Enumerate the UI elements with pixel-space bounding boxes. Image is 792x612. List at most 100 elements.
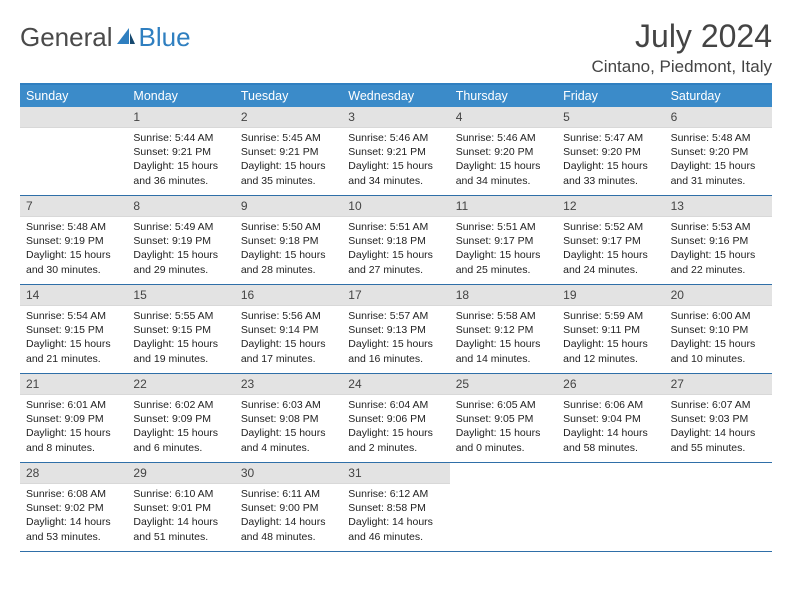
day-cell — [665, 463, 772, 551]
day-detail: Sunrise: 6:03 AMSunset: 9:08 PMDaylight:… — [235, 395, 342, 460]
day-detail: Sunrise: 5:48 AMSunset: 9:19 PMDaylight:… — [20, 217, 127, 282]
day-number: 5 — [557, 107, 664, 128]
day-cell — [557, 463, 664, 551]
day-cell: 8Sunrise: 5:49 AMSunset: 9:19 PMDaylight… — [127, 196, 234, 284]
day-detail: Sunrise: 6:00 AMSunset: 9:10 PMDaylight:… — [665, 306, 772, 371]
day-cell: 4Sunrise: 5:46 AMSunset: 9:20 PMDaylight… — [450, 107, 557, 195]
day-cell: 13Sunrise: 5:53 AMSunset: 9:16 PMDayligh… — [665, 196, 772, 284]
day-number: 20 — [665, 285, 772, 306]
week-row: 28Sunrise: 6:08 AMSunset: 9:02 PMDayligh… — [20, 463, 772, 552]
month-title: July 2024 — [592, 18, 772, 55]
day-cell: 24Sunrise: 6:04 AMSunset: 9:06 PMDayligh… — [342, 374, 449, 462]
day-number: 27 — [665, 374, 772, 395]
day-number: 28 — [20, 463, 127, 484]
day-number-empty — [665, 463, 772, 483]
weeks-container: 1Sunrise: 5:44 AMSunset: 9:21 PMDaylight… — [20, 107, 772, 552]
day-of-week-row: SundayMondayTuesdayWednesdayThursdayFrid… — [20, 85, 772, 107]
day-detail: Sunrise: 5:55 AMSunset: 9:15 PMDaylight:… — [127, 306, 234, 371]
day-cell: 11Sunrise: 5:51 AMSunset: 9:17 PMDayligh… — [450, 196, 557, 284]
day-detail: Sunrise: 5:57 AMSunset: 9:13 PMDaylight:… — [342, 306, 449, 371]
day-detail: Sunrise: 6:02 AMSunset: 9:09 PMDaylight:… — [127, 395, 234, 460]
calendar: SundayMondayTuesdayWednesdayThursdayFrid… — [20, 83, 772, 552]
day-detail: Sunrise: 6:07 AMSunset: 9:03 PMDaylight:… — [665, 395, 772, 460]
week-row: 14Sunrise: 5:54 AMSunset: 9:15 PMDayligh… — [20, 285, 772, 374]
day-cell: 29Sunrise: 6:10 AMSunset: 9:01 PMDayligh… — [127, 463, 234, 551]
day-number: 6 — [665, 107, 772, 128]
day-cell: 5Sunrise: 5:47 AMSunset: 9:20 PMDaylight… — [557, 107, 664, 195]
day-detail: Sunrise: 5:52 AMSunset: 9:17 PMDaylight:… — [557, 217, 664, 282]
day-number: 18 — [450, 285, 557, 306]
day-of-week-header: Friday — [557, 85, 664, 107]
day-detail: Sunrise: 5:59 AMSunset: 9:11 PMDaylight:… — [557, 306, 664, 371]
day-number-empty — [20, 107, 127, 128]
day-of-week-header: Monday — [127, 85, 234, 107]
day-number: 7 — [20, 196, 127, 217]
day-detail: Sunrise: 5:48 AMSunset: 9:20 PMDaylight:… — [665, 128, 772, 193]
day-cell: 26Sunrise: 6:06 AMSunset: 9:04 PMDayligh… — [557, 374, 664, 462]
brand-part2: Blue — [139, 22, 191, 53]
location: Cintano, Piedmont, Italy — [592, 57, 772, 77]
day-cell: 23Sunrise: 6:03 AMSunset: 9:08 PMDayligh… — [235, 374, 342, 462]
day-number: 16 — [235, 285, 342, 306]
day-cell: 20Sunrise: 6:00 AMSunset: 9:10 PMDayligh… — [665, 285, 772, 373]
day-cell: 28Sunrise: 6:08 AMSunset: 9:02 PMDayligh… — [20, 463, 127, 551]
day-number: 3 — [342, 107, 449, 128]
day-number: 29 — [127, 463, 234, 484]
day-number: 14 — [20, 285, 127, 306]
day-detail: Sunrise: 5:44 AMSunset: 9:21 PMDaylight:… — [127, 128, 234, 193]
brand-part1: General — [20, 22, 113, 53]
day-number: 21 — [20, 374, 127, 395]
header: General Blue July 2024 Cintano, Piedmont… — [20, 18, 772, 77]
day-cell — [450, 463, 557, 551]
day-detail: Sunrise: 6:06 AMSunset: 9:04 PMDaylight:… — [557, 395, 664, 460]
day-detail: Sunrise: 5:56 AMSunset: 9:14 PMDaylight:… — [235, 306, 342, 371]
day-detail: Sunrise: 5:49 AMSunset: 9:19 PMDaylight:… — [127, 217, 234, 282]
day-number: 8 — [127, 196, 234, 217]
day-cell: 3Sunrise: 5:46 AMSunset: 9:21 PMDaylight… — [342, 107, 449, 195]
day-detail: Sunrise: 6:01 AMSunset: 9:09 PMDaylight:… — [20, 395, 127, 460]
day-cell: 7Sunrise: 5:48 AMSunset: 9:19 PMDaylight… — [20, 196, 127, 284]
day-cell: 14Sunrise: 5:54 AMSunset: 9:15 PMDayligh… — [20, 285, 127, 373]
day-of-week-header: Thursday — [450, 85, 557, 107]
day-number: 4 — [450, 107, 557, 128]
day-number-empty — [450, 463, 557, 483]
day-number: 12 — [557, 196, 664, 217]
day-cell: 18Sunrise: 5:58 AMSunset: 9:12 PMDayligh… — [450, 285, 557, 373]
day-number: 22 — [127, 374, 234, 395]
day-detail: Sunrise: 6:12 AMSunset: 8:58 PMDaylight:… — [342, 484, 449, 549]
day-detail: Sunrise: 6:11 AMSunset: 9:00 PMDaylight:… — [235, 484, 342, 549]
day-cell: 12Sunrise: 5:52 AMSunset: 9:17 PMDayligh… — [557, 196, 664, 284]
week-row: 7Sunrise: 5:48 AMSunset: 9:19 PMDaylight… — [20, 196, 772, 285]
day-detail: Sunrise: 6:10 AMSunset: 9:01 PMDaylight:… — [127, 484, 234, 549]
day-number: 30 — [235, 463, 342, 484]
day-cell: 17Sunrise: 5:57 AMSunset: 9:13 PMDayligh… — [342, 285, 449, 373]
day-number: 23 — [235, 374, 342, 395]
day-detail: Sunrise: 5:51 AMSunset: 9:17 PMDaylight:… — [450, 217, 557, 282]
day-cell: 27Sunrise: 6:07 AMSunset: 9:03 PMDayligh… — [665, 374, 772, 462]
day-cell: 22Sunrise: 6:02 AMSunset: 9:09 PMDayligh… — [127, 374, 234, 462]
brand-logo: General Blue — [20, 18, 191, 53]
day-detail: Sunrise: 5:46 AMSunset: 9:21 PMDaylight:… — [342, 128, 449, 193]
day-number: 24 — [342, 374, 449, 395]
day-of-week-header: Tuesday — [235, 85, 342, 107]
day-detail: Sunrise: 6:08 AMSunset: 9:02 PMDaylight:… — [20, 484, 127, 549]
day-cell: 19Sunrise: 5:59 AMSunset: 9:11 PMDayligh… — [557, 285, 664, 373]
day-number: 15 — [127, 285, 234, 306]
day-cell: 21Sunrise: 6:01 AMSunset: 9:09 PMDayligh… — [20, 374, 127, 462]
day-number: 31 — [342, 463, 449, 484]
day-number: 17 — [342, 285, 449, 306]
day-cell: 2Sunrise: 5:45 AMSunset: 9:21 PMDaylight… — [235, 107, 342, 195]
day-detail: Sunrise: 5:54 AMSunset: 9:15 PMDaylight:… — [20, 306, 127, 371]
day-cell: 25Sunrise: 6:05 AMSunset: 9:05 PMDayligh… — [450, 374, 557, 462]
day-number: 13 — [665, 196, 772, 217]
day-number: 11 — [450, 196, 557, 217]
day-cell: 1Sunrise: 5:44 AMSunset: 9:21 PMDaylight… — [127, 107, 234, 195]
week-row: 21Sunrise: 6:01 AMSunset: 9:09 PMDayligh… — [20, 374, 772, 463]
day-cell: 10Sunrise: 5:51 AMSunset: 9:18 PMDayligh… — [342, 196, 449, 284]
brand-sail-icon — [115, 22, 137, 53]
day-of-week-header: Saturday — [665, 85, 772, 107]
day-number: 10 — [342, 196, 449, 217]
day-number: 25 — [450, 374, 557, 395]
day-number: 26 — [557, 374, 664, 395]
day-detail: Sunrise: 5:46 AMSunset: 9:20 PMDaylight:… — [450, 128, 557, 193]
